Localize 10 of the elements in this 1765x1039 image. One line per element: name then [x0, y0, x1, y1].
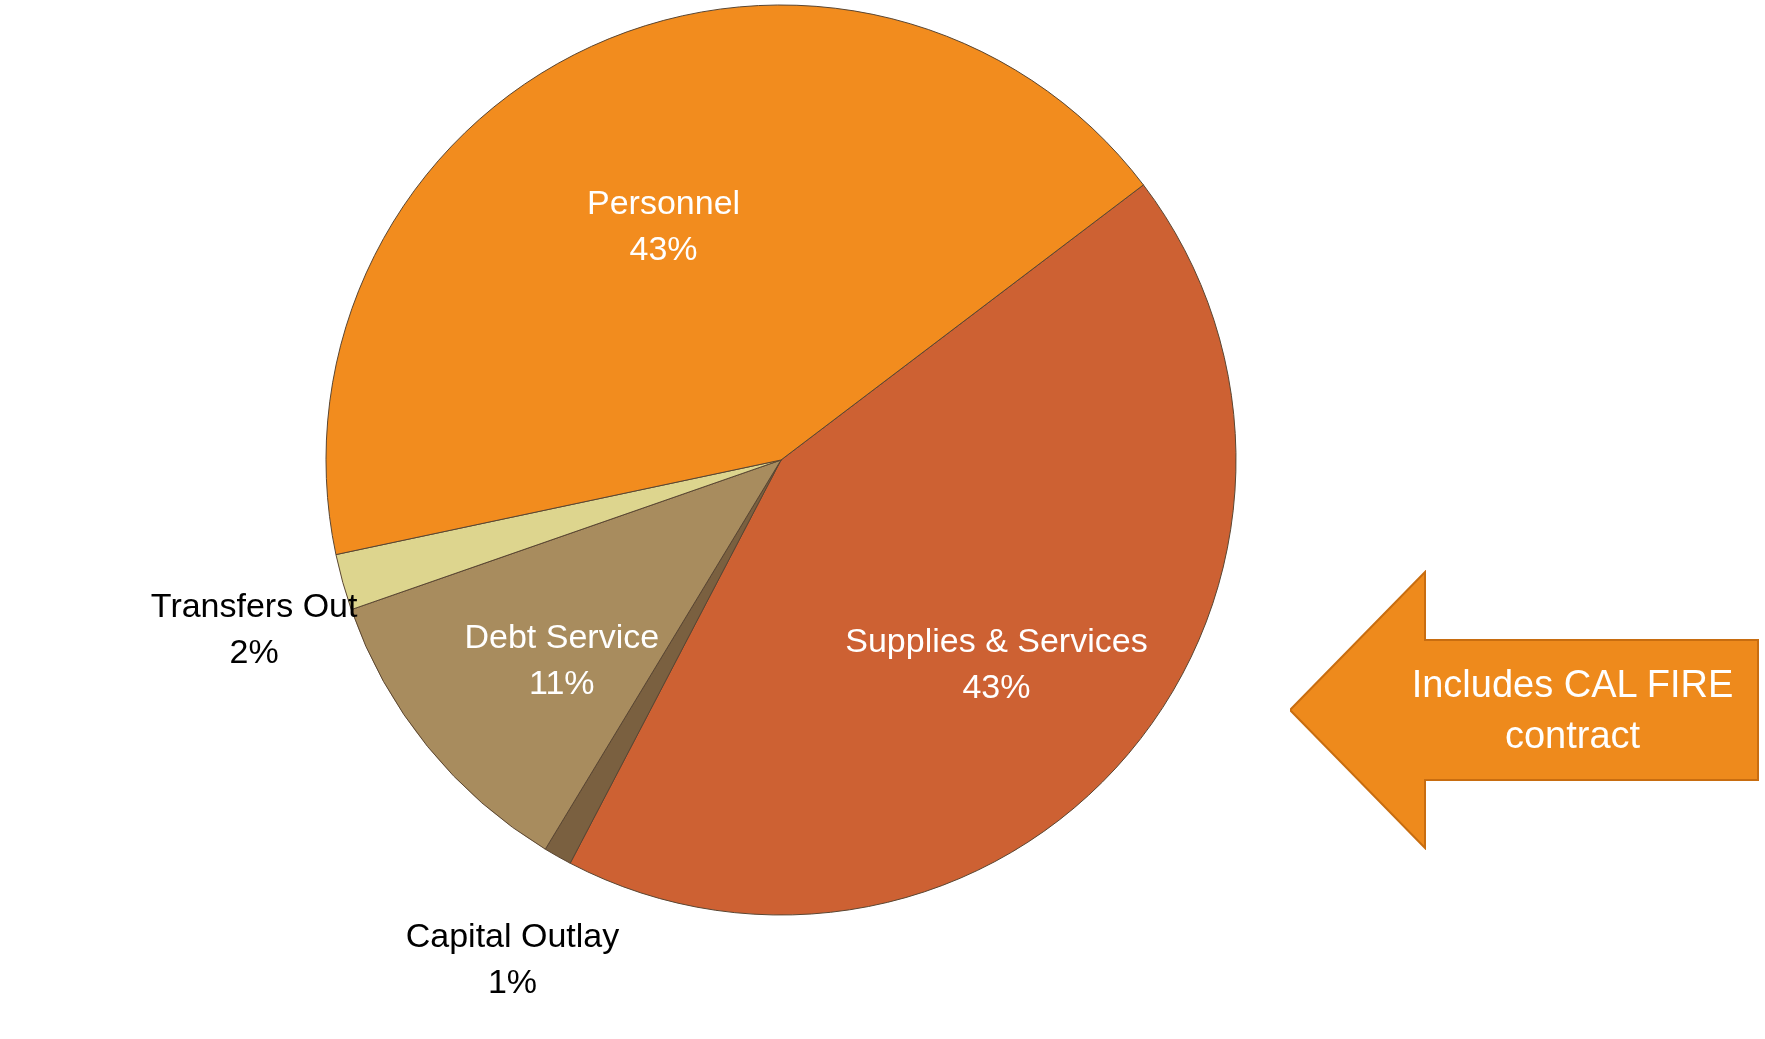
text: Includes CAL FIRE contract — [1410, 661, 1735, 758]
data-label: 2% — [229, 632, 279, 671]
data-label: 11% — [529, 662, 595, 701]
slice-label: Debt Service — [464, 616, 660, 655]
data-label: 43% — [629, 228, 698, 267]
slice-label: Supplies & Services — [845, 621, 1148, 660]
slice-label: Capital Outlay — [405, 915, 620, 954]
slice-label: Personnel — [587, 182, 741, 221]
data-label: 1% — [487, 961, 538, 1000]
data-label: 43% — [962, 667, 1031, 706]
